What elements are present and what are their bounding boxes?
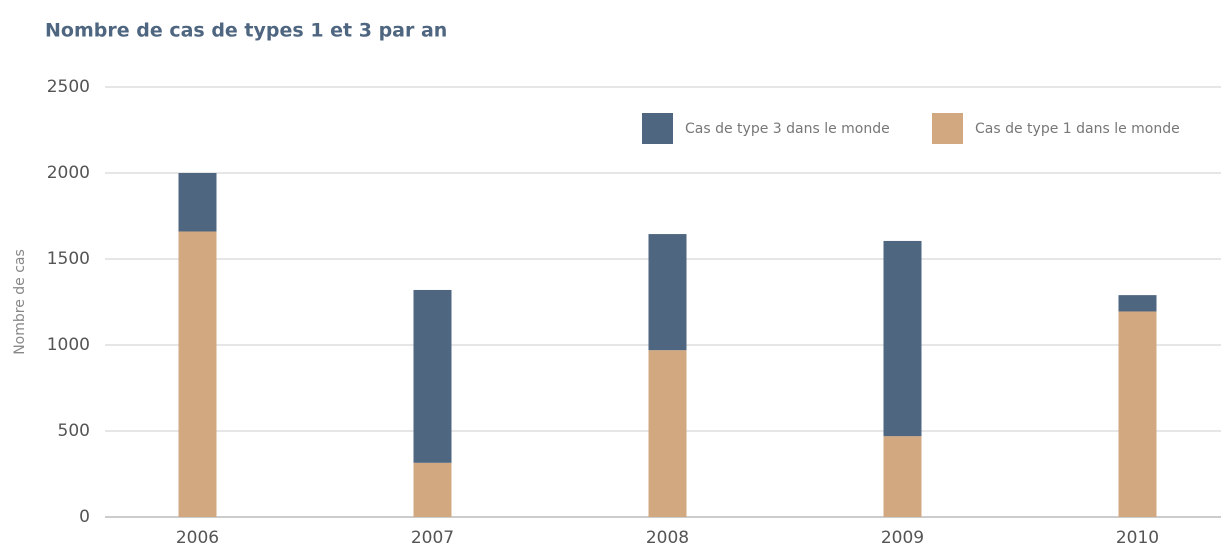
bar-segment [883,436,922,517]
legend-label: Cas de type 3 dans le monde [685,121,890,137]
bar-segment [413,289,452,463]
y-tick-label: 0 [79,507,90,527]
bar-segment [178,173,217,232]
bar-segment [648,234,687,351]
bar-segment [883,240,922,437]
y-tick-label: 500 [58,421,90,441]
x-tick-label: 2009 [881,528,924,548]
y-tick-label: 1500 [47,249,90,269]
bar-segment [413,462,452,517]
bar-segment [1118,295,1157,312]
y-axis-label: Nombre de cas [12,249,28,355]
x-tick-label: 2007 [411,528,454,548]
legend-label: Cas de type 1 dans le monde [975,121,1180,137]
legend-swatch [932,113,963,144]
y-tick-label: 2500 [47,77,90,97]
x-tick-label: 2006 [176,528,219,548]
bar-segment [1118,311,1157,517]
legend-swatch [642,113,673,144]
bar-segment [648,350,687,517]
y-tick-label: 2000 [47,163,90,183]
chart-title: Nombre de cas de types 1 et 3 par an [45,20,447,42]
bar-segment [178,231,217,518]
x-tick-label: 2008 [646,528,689,548]
y-tick-label: 1000 [47,335,90,355]
x-tick-label: 2010 [1116,528,1159,548]
